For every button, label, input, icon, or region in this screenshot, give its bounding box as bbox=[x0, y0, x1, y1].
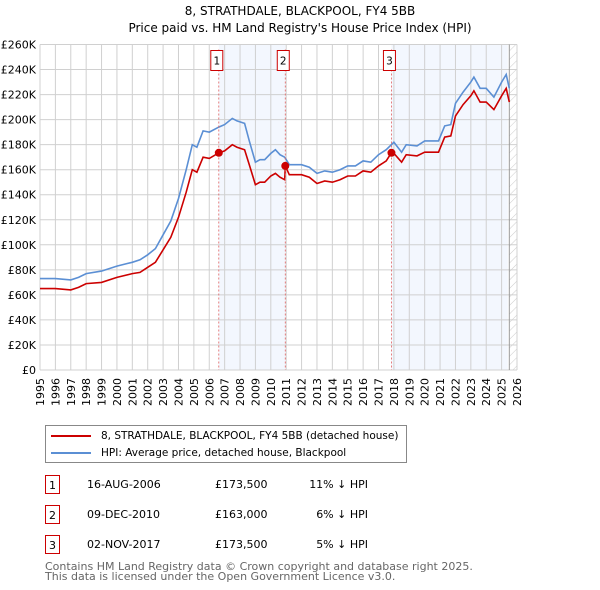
footer-licence: This data is licensed under the Open Gov… bbox=[45, 570, 396, 583]
legend: 8, STRATHDALE, BLACKPOOL, FY4 5BB (detac… bbox=[45, 425, 407, 463]
x-tick-label: 1995 bbox=[34, 378, 47, 406]
sale-hpi: 6% ↓ HPI bbox=[316, 508, 368, 521]
chart-subtitle: Price paid vs. HM Land Registry's House … bbox=[128, 21, 472, 35]
x-tick-label: 2026 bbox=[511, 378, 524, 406]
x-tick-label: 2010 bbox=[265, 378, 278, 406]
sale-date: 16-AUG-2006 bbox=[87, 478, 161, 491]
sale-marker-box bbox=[210, 50, 224, 71]
x-tick-label: 2019 bbox=[403, 378, 416, 406]
x-tick-label: 2018 bbox=[388, 378, 401, 406]
sale-row: 2 09-DEC-2010 £163,000 6% ↓ HPI bbox=[45, 505, 425, 525]
x-tick-label: 2023 bbox=[465, 378, 478, 406]
x-tick-label: 1999 bbox=[96, 378, 109, 406]
y-tick-label: £200K bbox=[1, 114, 37, 127]
sale-price: £163,000 bbox=[215, 508, 268, 521]
sale-date: 09-DEC-2010 bbox=[87, 508, 161, 521]
sale-price: £173,500 bbox=[215, 478, 268, 491]
sale-marker-label: 2 bbox=[280, 56, 287, 68]
legend-label-property: 8, STRATHDALE, BLACKPOOL, FY4 5BB (detac… bbox=[101, 430, 399, 442]
legend-swatch-hpi bbox=[51, 452, 91, 454]
x-tick-label: 2014 bbox=[326, 378, 339, 406]
sale-point bbox=[214, 148, 223, 157]
x-tick-label: 2024 bbox=[480, 378, 493, 406]
x-tick-label: 2004 bbox=[172, 378, 185, 406]
y-tick-label: £100K bbox=[1, 239, 37, 252]
x-tick-label: 2005 bbox=[188, 378, 201, 406]
legend-label-hpi: HPI: Average price, detached house, Blac… bbox=[101, 447, 347, 459]
x-tick-label: 2007 bbox=[219, 378, 232, 406]
x-tick-label: 2013 bbox=[311, 378, 324, 406]
x-tick-label: 2000 bbox=[111, 378, 124, 406]
sale-badge: 2 bbox=[45, 505, 60, 524]
legend-swatch-property bbox=[51, 435, 91, 437]
sale-date: 02-NOV-2017 bbox=[87, 538, 161, 551]
sale-marker-label: 1 bbox=[213, 56, 220, 68]
footer-copyright: Contains HM Land Registry data © Crown c… bbox=[45, 560, 473, 573]
x-tick-label: 2016 bbox=[357, 378, 370, 406]
x-tick-label: 2001 bbox=[126, 378, 139, 406]
x-tick-label: 2003 bbox=[157, 378, 170, 406]
y-tick-label: £180K bbox=[1, 139, 37, 152]
x-tick-label: 2020 bbox=[419, 378, 432, 406]
price-paid-line bbox=[40, 86, 511, 291]
sale-marker-box bbox=[382, 50, 396, 71]
future-hatch bbox=[509, 44, 517, 370]
y-tick-label: £120K bbox=[1, 214, 37, 227]
chart-title: 8, STRATHDALE, BLACKPOOL, FY4 5BB bbox=[184, 4, 416, 18]
x-tick-label: 2002 bbox=[142, 378, 155, 406]
y-tick-label: £20K bbox=[8, 339, 37, 352]
sale-point bbox=[281, 161, 290, 170]
hpi-line bbox=[40, 72, 511, 281]
y-tick-label: £220K bbox=[1, 89, 37, 102]
sale-marker-label: 3 bbox=[386, 56, 393, 68]
x-tick-label: 1996 bbox=[49, 378, 62, 406]
x-tick-label: 2025 bbox=[496, 378, 509, 406]
sale-badge: 1 bbox=[45, 475, 60, 494]
y-tick-label: £40K bbox=[8, 314, 37, 327]
shaded-range bbox=[391, 44, 508, 370]
y-tick-label: £60K bbox=[8, 289, 37, 302]
x-tick-label: 2009 bbox=[249, 378, 262, 406]
y-tick-label: £260K bbox=[1, 39, 37, 52]
sale-hpi: 11% ↓ HPI bbox=[309, 478, 368, 491]
y-tick-label: £160K bbox=[1, 164, 37, 177]
x-tick-label: 1998 bbox=[80, 378, 93, 406]
y-tick-label: £240K bbox=[1, 64, 37, 77]
y-tick-label: £140K bbox=[1, 189, 37, 202]
sale-row: 1 16-AUG-2006 £173,500 11% ↓ HPI bbox=[45, 475, 425, 495]
y-tick-label: £80K bbox=[8, 264, 37, 277]
y-tick-label: £0 bbox=[22, 364, 36, 377]
x-tick-label: 2012 bbox=[296, 378, 309, 406]
x-tick-label: 2021 bbox=[434, 378, 447, 406]
sale-marker-box bbox=[276, 50, 290, 71]
sale-hpi: 5% ↓ HPI bbox=[316, 538, 368, 551]
sale-price: £173,500 bbox=[215, 538, 268, 551]
sale-point bbox=[387, 148, 396, 157]
plot: 1995 1996 1997 1998 1999 2000 2001 2002 2003 2004… bbox=[1, 39, 524, 407]
x-tick-label: 1997 bbox=[65, 378, 78, 406]
sale-badge: 3 bbox=[45, 535, 60, 554]
x-tick-label: 2011 bbox=[280, 378, 293, 406]
x-tick-label: 2006 bbox=[203, 378, 216, 406]
x-tick-label: 2015 bbox=[342, 378, 355, 406]
x-tick-label: 2022 bbox=[449, 378, 462, 406]
x-tick-label: 2008 bbox=[234, 378, 247, 406]
sale-row: 3 02-NOV-2017 £173,500 5% ↓ HPI bbox=[45, 535, 425, 555]
x-tick-label: 2017 bbox=[373, 378, 386, 406]
shaded-range bbox=[218, 44, 286, 370]
